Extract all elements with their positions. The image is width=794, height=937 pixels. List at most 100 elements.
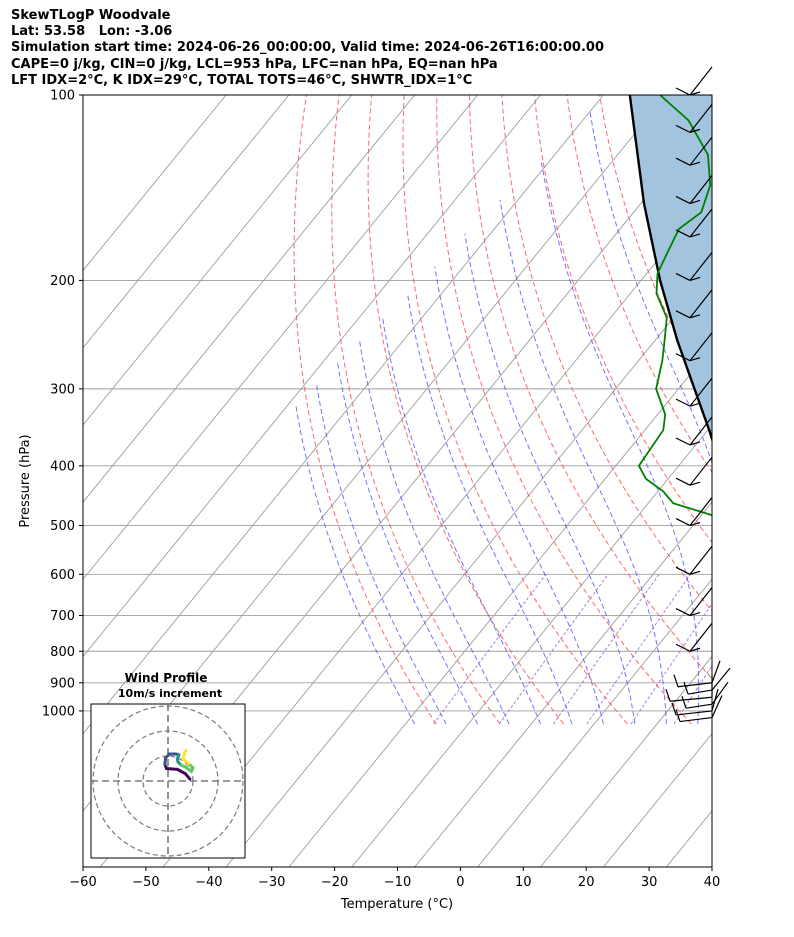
- x-tick-label: −40: [195, 875, 222, 890]
- mixing-ratio-line: [552, 574, 660, 725]
- dewpoint-line: [637, 95, 712, 517]
- x-tick-label: 10: [515, 875, 532, 890]
- wind-barb: [675, 289, 713, 319]
- moist-adiabat: [358, 340, 510, 725]
- x-tick-label: 0: [456, 875, 464, 890]
- x-tick-label: −30: [258, 875, 285, 890]
- dry-adiabat: [468, 95, 712, 680]
- wind-barb: [675, 545, 713, 575]
- x-tick-label: −10: [384, 875, 411, 890]
- y-tick-label: 500: [50, 519, 75, 534]
- moist-adiabat: [464, 233, 636, 725]
- wind-barb: [675, 587, 713, 617]
- moist-adiabat: [295, 404, 416, 725]
- wind-barb: [675, 136, 713, 166]
- dry-adiabat: [402, 95, 628, 725]
- y-tick-label: 900: [50, 676, 75, 691]
- wind-barb: [675, 208, 713, 238]
- stability-indices-1: CAPE=0 j/kg, CIN=0 j/kg, LCL=953 hPa, LF…: [11, 56, 498, 72]
- wind-barb: [681, 681, 729, 709]
- wind-barb: [675, 332, 713, 362]
- hodograph-segment: [183, 749, 188, 756]
- y-tick-label: 800: [50, 645, 75, 660]
- isotherm-gridline: [477, 578, 712, 867]
- dry-adiabat: [331, 95, 501, 725]
- mixing-ratio-line: [673, 664, 712, 725]
- x-tick-label: −50: [132, 875, 159, 890]
- simulation-time: Simulation start time: 2024-06-26_00:00:…: [11, 40, 604, 56]
- wind-barb: [675, 377, 713, 407]
- isotherm-gridline: [225, 269, 712, 867]
- moist-adiabat: [407, 293, 573, 725]
- wind-barbs: [665, 66, 731, 723]
- mixing-ratio-line: [630, 602, 712, 725]
- parcel-path-line: [628, 95, 712, 443]
- dry-adiabat: [293, 95, 437, 725]
- y-tick-label: 400: [50, 459, 75, 474]
- mixing-ratio-line: [433, 573, 547, 725]
- isotherm-gridline: [83, 95, 604, 735]
- x-axis-ticks: −60 −50 −40 −30 −20 −10 0 10 20 30 40: [69, 867, 720, 890]
- mixing-ratio-line: [498, 574, 609, 725]
- moist-adiabat: [382, 317, 541, 725]
- isotherm-gridline: [603, 732, 712, 867]
- x-tick-label: −60: [69, 875, 96, 890]
- location-coordinates: Lat: 53.58 Lon: -3.06: [11, 24, 173, 40]
- mixing-ratio-line: [764, 574, 794, 724]
- wind-barb: [665, 675, 713, 702]
- temperature-line: [736, 95, 794, 711]
- hodograph-subtitle: 10m/s increment: [118, 687, 222, 700]
- moist-adiabat: [499, 199, 667, 724]
- y-axis-label: Pressure (hPa): [18, 434, 33, 527]
- x-tick-label: 40: [704, 875, 721, 890]
- isotherm-gridline: [540, 655, 712, 867]
- wind-barb: [675, 622, 713, 652]
- hodograph-segment: [164, 767, 179, 771]
- dry-adiabat: [436, 95, 692, 725]
- hodograph-title: Wind Profile: [125, 671, 208, 685]
- isotherm-gridline: [729, 95, 794, 867]
- dry-adiabat: [501, 95, 712, 612]
- isotherm-gridline: [83, 95, 416, 503]
- dry-adiabat: [367, 95, 565, 725]
- wind-barb: [683, 667, 731, 695]
- moist-adiabat: [315, 383, 447, 725]
- wind-barb: [675, 175, 713, 205]
- moist-adiabat: [434, 266, 604, 725]
- mixing-ratio-line: [713, 574, 794, 724]
- isotherm-gridline: [83, 95, 290, 349]
- isotherm-gridline: [83, 95, 541, 658]
- y-tick-label: 100: [50, 89, 75, 104]
- chart-header: SkewTLogP Woodvale Lat: 53.58 Lon: -3.06…: [11, 8, 604, 89]
- background-lines: [83, 95, 794, 867]
- x-tick-label: 30: [641, 875, 658, 890]
- wind-barb: [675, 104, 713, 133]
- sounding-traces: [628, 95, 794, 711]
- isotherm-gridline: [83, 95, 478, 581]
- moist-adiabat: [337, 362, 479, 725]
- chart-title: SkewTLogP Woodvale: [11, 8, 171, 23]
- y-tick-label: 200: [50, 274, 75, 289]
- isotherm-gridline: [288, 346, 712, 867]
- wind-barb: [675, 252, 713, 281]
- isotherm-gridline: [351, 424, 712, 867]
- mixing-ratio-line: [741, 574, 794, 724]
- y-tick-label: 1000: [42, 704, 75, 719]
- hodograph-plot: [91, 704, 245, 858]
- y-axis-ticks: 100 200 300 400 500 600 700 800 900 1000: [42, 89, 83, 719]
- wind-barb: [673, 660, 721, 688]
- hodograph-inset: Wind Profile 10m/s increment: [90, 671, 246, 859]
- wind-barb: [675, 497, 713, 527]
- isotherm-gridline: [414, 501, 712, 867]
- isotherm-gridline: [83, 95, 353, 426]
- x-axis-label: Temperature (°C): [340, 897, 453, 912]
- dry-adiabat: [730, 95, 794, 724]
- wind-barb: [675, 456, 713, 486]
- wind-barb: [675, 416, 713, 446]
- stability-indices-2: LFT IDX=2°C, K IDX=29°C, TOTAL TOTS=46°C…: [11, 72, 473, 88]
- wind-barb: [675, 66, 713, 96]
- moist-adiabat: [540, 160, 700, 724]
- isotherm-gridline: [83, 95, 227, 272]
- moist-adiabat: [748, 95, 794, 724]
